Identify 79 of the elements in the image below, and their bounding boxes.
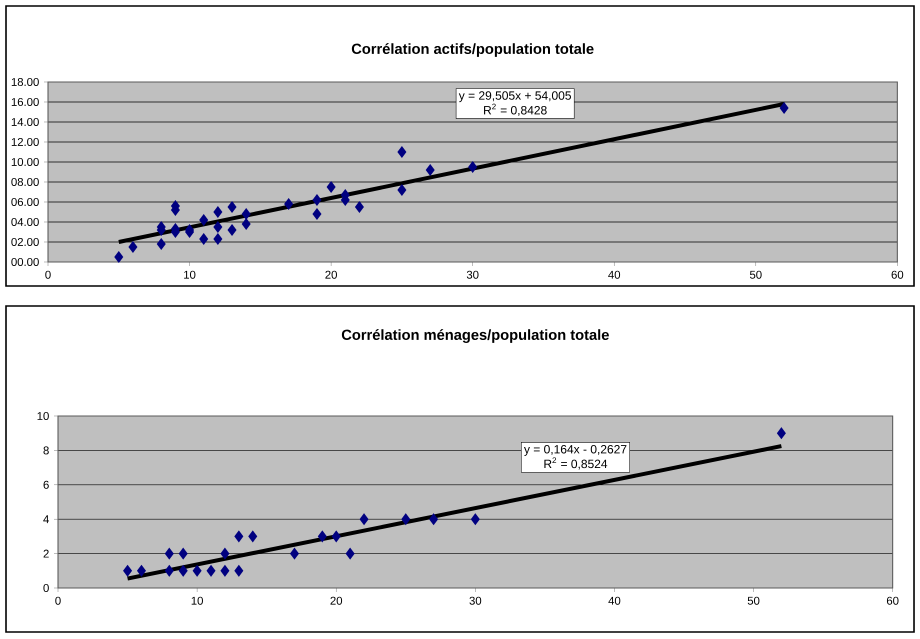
point [178, 548, 188, 560]
point [137, 564, 146, 577]
point [114, 251, 124, 263]
point [360, 513, 369, 526]
annotation: y = 29,505x + 54,005 [458, 91, 571, 102]
y-tick-label: 02.00 [11, 238, 39, 246]
point [164, 564, 174, 577]
y-tick-label: 18.00 [12, 78, 39, 86]
x-tick-label: 40 [608, 270, 620, 279]
y-tick-label: 10.00 [12, 158, 39, 166]
x-tick-label: 10 [184, 270, 196, 279]
chart-title: Corrélation ménages/population totale [342, 329, 609, 343]
point [242, 208, 251, 220]
point [220, 548, 230, 560]
point [248, 530, 258, 542]
y-tick-label: 04.00 [11, 218, 39, 226]
point [199, 214, 208, 226]
y-tick-label: 08.00 [11, 178, 39, 186]
point [199, 233, 208, 245]
point [178, 564, 188, 577]
point [326, 181, 336, 193]
point [290, 548, 299, 560]
x-tick-label: 10 [192, 596, 203, 605]
point [397, 184, 406, 196]
point [312, 208, 322, 220]
y-tick-label: 14.00 [12, 118, 39, 126]
y-tick-label: 16.00 [12, 98, 39, 106]
point [401, 513, 410, 526]
point [220, 564, 230, 577]
x-tick-label: 40 [608, 596, 620, 605]
point [780, 102, 789, 114]
point [213, 206, 222, 218]
annotation: y = 0,164x - 0,2627 [524, 444, 626, 456]
point [470, 513, 480, 526]
x-tick-label: 0 [55, 596, 61, 605]
point [426, 164, 435, 176]
x-tick-label: 30 [469, 596, 482, 605]
y-tick-label: 6 [44, 480, 49, 489]
point [206, 564, 216, 577]
annotation: R$^{2}$ = 0,8428 [484, 104, 547, 116]
point [346, 548, 355, 560]
point [776, 427, 786, 440]
point [234, 530, 244, 542]
y-tick-label: 12.00 [12, 138, 39, 146]
point [156, 238, 166, 250]
point [354, 201, 364, 213]
point [123, 564, 132, 577]
y-tick-label: 00.00 [11, 258, 39, 266]
point [192, 564, 202, 577]
point [397, 146, 406, 158]
point [429, 513, 438, 526]
y-tick-label: 2 [44, 550, 49, 558]
annotation: R$^{2}$ = 0,8524 [544, 457, 608, 470]
point [128, 241, 138, 253]
y-tick-label: 4 [43, 515, 49, 524]
point [213, 221, 222, 233]
x-tick-label: 20 [330, 596, 342, 605]
x-tick-label: 60 [892, 270, 904, 279]
point [234, 564, 244, 577]
x-tick-label: 30 [466, 270, 479, 279]
x-tick-label: 50 [748, 596, 760, 605]
point [332, 530, 341, 542]
point [468, 161, 478, 173]
y-tick-label: 0 [43, 584, 49, 592]
x-tick-label: 50 [750, 270, 762, 279]
x-tick-label: 60 [886, 596, 899, 605]
point [312, 194, 322, 206]
point [318, 530, 327, 542]
point [213, 233, 222, 245]
point [228, 224, 236, 236]
point [164, 548, 174, 560]
y-tick-label: 8 [43, 446, 49, 454]
chart-title: Corrélation actifs/population totale [352, 43, 594, 57]
point [284, 198, 294, 210]
y-tick-label: 10 [38, 412, 49, 420]
point [228, 201, 236, 213]
point [242, 218, 251, 230]
y-tick-label: 06.00 [11, 198, 39, 206]
x-tick-label: 20 [325, 270, 337, 279]
